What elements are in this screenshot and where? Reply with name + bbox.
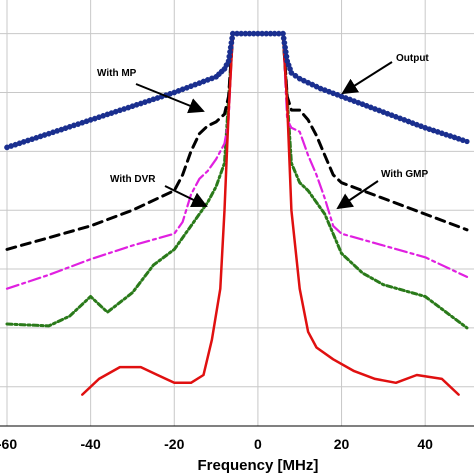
output-marker [228, 39, 235, 46]
x-tick-label: 0 [254, 436, 262, 452]
annotation-arrow [135, 83, 205, 114]
x-tick-labels: -60 -40 -20 0 20 40 [0, 436, 433, 452]
output-marker [226, 53, 233, 60]
output-marker [281, 39, 288, 46]
series-line-with-dvr [5, 32, 469, 330]
output-marker [225, 58, 232, 64]
annotation-label: With DVR [110, 174, 156, 185]
x-tick-label: -60 [0, 436, 17, 452]
series-group [4, 30, 470, 396]
output-marker [288, 70, 295, 76]
x-tick-label: -20 [164, 436, 184, 452]
output-marker [282, 49, 289, 55]
output-marker [283, 53, 290, 60]
x-axis-title: Frequency [MHz] [197, 457, 318, 474]
annotation-arrow [341, 61, 393, 95]
output-marker [227, 44, 234, 51]
output-marker [464, 138, 470, 145]
annotation-label: With GMP [381, 169, 428, 180]
series-line-unnamed [81, 32, 460, 396]
annotation-arrow [164, 185, 208, 208]
series-line-with-mp [5, 32, 469, 251]
output-marker [280, 30, 286, 37]
annotation-label: Output [396, 53, 429, 64]
x-tick-label: 40 [417, 436, 433, 452]
x-tick-label: -40 [81, 436, 101, 452]
series-line-with-gmp [5, 32, 469, 290]
output-marker [229, 35, 235, 42]
annotation-label: With MP [97, 68, 137, 79]
series-line-output [5, 32, 469, 149]
output-marker [280, 35, 287, 42]
output-marker [292, 72, 299, 79]
x-tick-label: 20 [334, 436, 350, 452]
annotations: With MP Output With DVR With GMP [97, 53, 429, 210]
annotation-arrow [336, 180, 379, 210]
